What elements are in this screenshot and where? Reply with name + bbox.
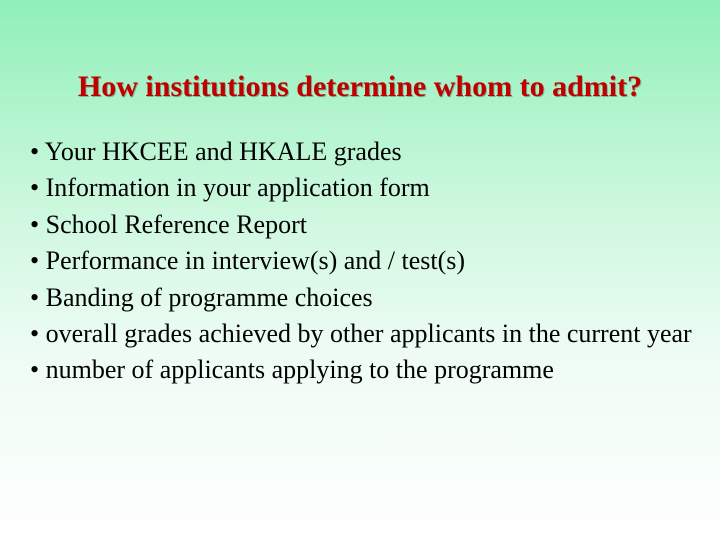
bullet-item: Banding of programme choices (30, 280, 700, 316)
bullet-list: Your HKCEE and HKALE grades Information … (20, 134, 700, 389)
bullet-item: Information in your application form (30, 170, 700, 206)
bullet-item: overall grades achieved by other applica… (30, 316, 700, 352)
slide-title: How institutions determine whom to admit… (20, 70, 700, 104)
bullet-item: School Reference Report (30, 207, 700, 243)
bullet-item: Your HKCEE and HKALE grades (30, 134, 700, 170)
bullet-item: number of applicants applying to the pro… (30, 352, 700, 388)
slide: How institutions determine whom to admit… (0, 0, 720, 540)
bullet-item: Performance in interview(s) and / test(s… (30, 243, 700, 279)
